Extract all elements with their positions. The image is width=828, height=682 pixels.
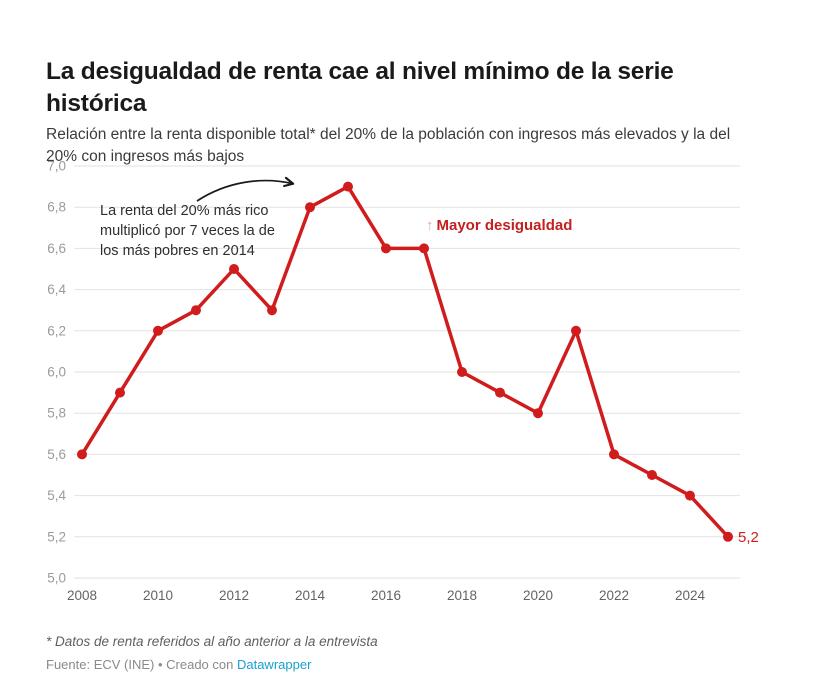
source-line: Fuente: ECV (INE) • Creado con Datawrapp… (46, 657, 746, 672)
data-point[interactable] (647, 470, 657, 480)
data-point[interactable] (609, 449, 619, 460)
data-point[interactable] (305, 202, 315, 213)
data-point[interactable] (457, 367, 467, 377)
y-tick-label: 6,0 (47, 365, 66, 380)
data-point[interactable] (115, 387, 125, 398)
y-tick-label: 5,6 (47, 447, 66, 462)
line-series (80, 184, 730, 539)
data-point[interactable] (723, 531, 733, 542)
data-point[interactable] (77, 449, 87, 460)
end-value-label: 5,2 (738, 529, 759, 546)
y-tick-label: 6,8 (47, 200, 66, 215)
x-tick-label: 2022 (599, 588, 629, 603)
data-point[interactable] (571, 325, 581, 336)
data-point[interactable] (685, 490, 695, 501)
x-tick-label: 2014 (295, 588, 326, 603)
x-tick-label: 2010 (143, 588, 173, 603)
x-tick-label: 2020 (523, 588, 553, 603)
x-tick-label: 2016 (371, 588, 401, 603)
data-point[interactable] (153, 325, 163, 336)
data-point[interactable] (381, 243, 391, 254)
x-tick-label: 2012 (219, 588, 249, 603)
callout-annotation: La renta del 20% más rico multiplicó por… (100, 203, 275, 259)
page-title: La desigualdad de renta cae al nivel mín… (46, 58, 674, 118)
y-tick-label: 6,6 (47, 241, 66, 256)
data-point[interactable] (495, 387, 505, 398)
y-tick-label: 6,4 (47, 282, 66, 297)
data-point[interactable] (229, 264, 239, 274)
data-point[interactable] (267, 305, 277, 316)
x-tick-label: 2024 (675, 588, 706, 603)
data-point[interactable] (343, 181, 353, 192)
direction-annotation: ↑ Mayor desigualdad (426, 217, 572, 234)
y-tick-label: 6,2 (47, 323, 66, 338)
data-point[interactable] (419, 243, 429, 254)
direction-label: Mayor desigualdad (436, 217, 573, 234)
x-tick-label: 2008 (67, 588, 97, 603)
chart-subtitle: Relación entre la renta disponible total… (46, 125, 731, 166)
source-prefix: Fuente: ECV (INE) • Creado con (46, 657, 237, 672)
y-tick-label: 7,0 (47, 159, 66, 174)
data-point[interactable] (191, 305, 201, 316)
x-tick-label: 2018 (447, 588, 477, 603)
y-tick-label: 5,0 (47, 571, 66, 586)
data-point[interactable] (533, 408, 543, 419)
up-arrow-icon: ↑ (426, 217, 434, 234)
y-tick-label: 5,4 (47, 488, 66, 503)
datawrapper-link[interactable]: Datawrapper (236, 657, 312, 672)
annotation-arrow-icon (196, 176, 295, 202)
y-tick-label: 5,8 (47, 406, 66, 421)
footnote: * Datos de renta referidos al año anteri… (46, 633, 378, 649)
y-tick-label: 5,2 (47, 529, 66, 544)
